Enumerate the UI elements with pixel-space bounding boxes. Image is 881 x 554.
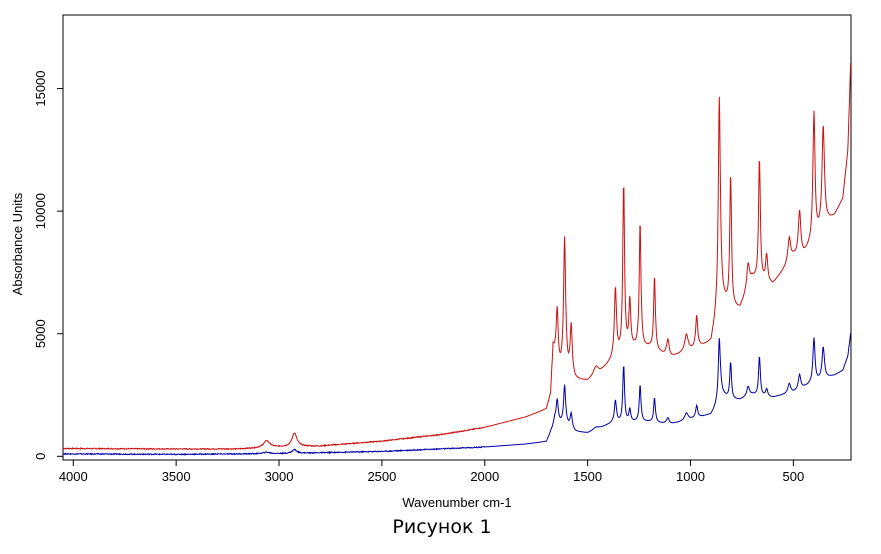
x-tick-label: 500 xyxy=(783,469,805,484)
y-tick-label: 10000 xyxy=(33,193,48,229)
y-tick-label: 5000 xyxy=(33,319,48,348)
x-tick-label: 2000 xyxy=(470,469,499,484)
x-axis: 4000 3500 3000 2500 2000 1500 1000 500 xyxy=(59,460,804,484)
series-layer xyxy=(62,63,852,456)
series-line-spectrum-red xyxy=(62,63,852,451)
x-tick-label: 3500 xyxy=(162,469,191,484)
plot-frame xyxy=(62,14,852,461)
x-tick-label: 1500 xyxy=(573,469,602,484)
y-tick-label: 0 xyxy=(33,453,48,460)
x-axis-title: Wavenumber cm-1 xyxy=(402,495,511,510)
y-axis-title: Absorbance Units xyxy=(10,192,25,295)
y-axis: 0 5000 10000 15000 xyxy=(33,70,63,460)
x-tick-label: 4000 xyxy=(59,469,88,484)
x-tick-label: 2500 xyxy=(367,469,396,484)
x-tick-label: 1000 xyxy=(676,469,705,484)
series-line-spectrum-blue xyxy=(62,333,852,456)
figure-caption: Рисунок 1 xyxy=(392,516,491,538)
x-tick-label: 3000 xyxy=(265,469,294,484)
y-tick-label: 15000 xyxy=(33,70,48,106)
